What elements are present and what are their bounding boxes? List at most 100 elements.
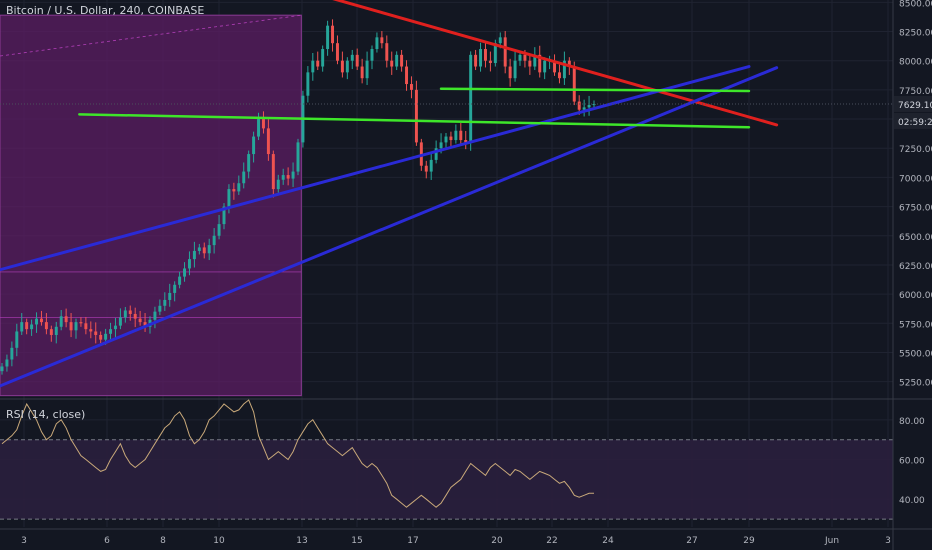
candle-body (444, 136, 448, 143)
candle-body (197, 247, 201, 251)
candle-body (158, 305, 162, 312)
zone-dashed-line (0, 14, 302, 57)
candle-body (69, 322, 73, 331)
candle-body (276, 179, 280, 190)
candle-body (207, 245, 211, 254)
candle-body (439, 142, 443, 149)
time-tick-label: Jun (824, 536, 839, 546)
candle-body (178, 276, 182, 285)
candle-body (94, 331, 98, 335)
price-tick-label: 6750.00 (899, 204, 932, 214)
candle-body (321, 49, 325, 67)
candle-body (123, 310, 127, 318)
candle-body (5, 359, 9, 367)
candle-body (479, 49, 483, 67)
candle-body (271, 154, 275, 190)
time-tick-label: 20 (491, 536, 503, 546)
candle-body (469, 54, 473, 143)
trendline-green (439, 87, 751, 93)
candle-body (449, 136, 453, 141)
candle-body (79, 322, 83, 324)
time-tick-label: 3 (21, 536, 27, 546)
candle-body (257, 119, 261, 137)
candle-body (572, 66, 576, 102)
candle-body (582, 107, 586, 110)
candle-body (183, 268, 187, 277)
candle-body (212, 235, 216, 246)
candle-body (143, 322, 147, 327)
candle-body (266, 128, 270, 155)
candle-body (375, 37, 379, 50)
candle-body (513, 60, 517, 79)
candle-body (237, 183, 241, 192)
candle-body (365, 60, 369, 79)
candle-body (187, 259, 191, 269)
rsi-line (1, 399, 594, 508)
price-axis: 8500.008250.008000.007750.007500.007250.… (899, 0, 932, 506)
candle-body (15, 331, 19, 348)
price-tick-label: 5750.00 (899, 320, 932, 330)
trendline-green (78, 113, 751, 129)
candle-body (331, 25, 335, 44)
rsi-tick-label: 40.00 (899, 496, 925, 506)
price-tick-label: 6500.00 (899, 233, 932, 243)
time-tick-label: 24 (602, 536, 614, 546)
candle-body (543, 60, 547, 73)
candle-body (464, 140, 468, 143)
candle-body (133, 313, 137, 319)
candle-body (30, 324, 34, 330)
candle-body (380, 37, 384, 44)
candle-body (385, 43, 389, 61)
price-tick-label: 7250.00 (899, 145, 932, 155)
candle-body (163, 299, 167, 306)
highlight-zone (0, 14, 302, 397)
candle-body (577, 101, 581, 110)
candle-body (533, 54, 537, 67)
countdown-tag: 02:59:29 (898, 118, 932, 128)
trendline-blue (0, 66, 779, 388)
candle-body (89, 329, 93, 332)
candle-body (54, 326, 58, 335)
candle-body (493, 43, 497, 64)
candle-body (64, 316, 68, 323)
candle-body (498, 37, 502, 44)
candle-body (311, 60, 315, 73)
candle-body (557, 72, 561, 79)
candle-body (138, 318, 142, 323)
time-tick-label: 22 (546, 536, 557, 546)
candle-body (567, 60, 571, 67)
candle-body (488, 60, 492, 64)
candle-body (0, 366, 4, 372)
candle-body (370, 49, 374, 61)
candle-body (10, 347, 14, 360)
price-tick-label: 5250.00 (899, 379, 932, 389)
price-tick-label: 6250.00 (899, 262, 932, 272)
candle-body (523, 54, 527, 61)
candle-body (345, 60, 349, 73)
time-tick-label: 8 (160, 536, 166, 546)
candle-body (217, 224, 221, 236)
price-tick-label: 8000.00 (899, 58, 932, 68)
candle-body (434, 148, 438, 160)
rsi-tick-label: 60.00 (899, 457, 925, 467)
candle-body (252, 136, 256, 155)
price-tick-label: 6000.00 (899, 291, 932, 301)
candle-body (173, 284, 177, 293)
candle-body (553, 60, 557, 73)
last-price-tag: 7629.10 (898, 101, 932, 111)
time-tick-label: 17 (407, 536, 418, 546)
candle-body (59, 316, 63, 327)
candle-body (316, 60, 320, 67)
time-tick-label: 29 (743, 536, 755, 546)
candle-body (49, 329, 53, 335)
candle-body (508, 66, 512, 79)
candle-body (326, 25, 330, 50)
symbol-title: Bitcoin / U.S. Dollar, 240, COINBASE (6, 4, 205, 17)
candle-body (335, 43, 339, 61)
candle-body (528, 60, 532, 67)
time-tick-label: 3 (885, 536, 891, 546)
candle-body (25, 322, 29, 330)
countdown-tag-bg (894, 112, 932, 129)
candle-body (429, 159, 433, 172)
